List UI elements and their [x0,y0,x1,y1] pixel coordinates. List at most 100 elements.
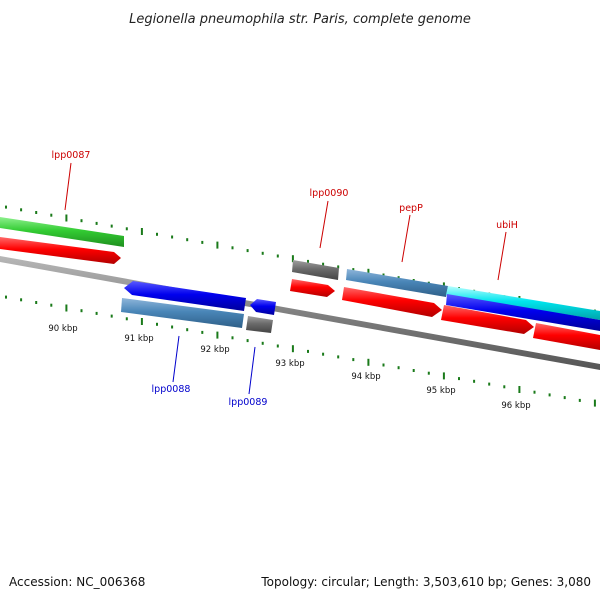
forward-cds-row [0,237,600,350]
gene-lpp0089-feature[interactable] [246,316,273,333]
map-title: Legionella pneumophila str. Paris, compl… [129,12,471,27]
inner-minor-tick [80,309,83,313]
gene-lpp0089-blue-feature[interactable] [250,299,276,315]
cds-green-left [0,217,124,247]
outer-minor-tick [186,238,189,242]
outer-minor-tick [261,251,264,255]
outer-minor-tick [201,240,204,244]
outer-minor-tick [382,273,385,277]
topology-summary-text: Topology: circular; Length: 3,503,610 bp… [260,575,591,589]
leader-lpp0087 [64,162,72,211]
inner-minor-tick [412,369,415,372]
gene-ubiH-cyan-feature[interactable] [446,286,600,320]
inner-minor-tick [352,358,355,362]
inner-minor-tick [337,355,340,359]
scale-labels: 90 kbp 91 kbp 92 kbp 93 kbp 94 kbp 95 kb… [48,324,530,411]
cds-red-2 [290,279,335,297]
outer-minor-tick [80,219,83,223]
inner-minor-tick [50,303,53,307]
cds-red-3 [342,287,442,317]
outer-minor-tick [110,224,113,228]
inner-minor-tick [322,352,325,356]
outer-minor-tick [171,235,174,239]
inner-minor-tick [171,325,174,329]
scale-label-90: 90 kbp [48,324,77,334]
forward-outer-row [0,217,600,331]
inner-minor-tick [307,349,309,353]
outer-minor-tick [322,262,325,266]
outer-major-tick [291,255,294,263]
scale-label-94: 94 kbp [351,372,380,382]
inner-tick-ring [5,295,596,407]
inner-major-tick [593,399,596,407]
inner-major-tick [65,304,68,312]
reverse-cds-row [121,281,276,333]
inner-major-tick [140,318,143,325]
scale-label-96: 96 kbp [501,401,530,411]
gene-label-lpp0087[interactable]: lpp0087 [52,150,91,161]
inner-minor-tick [427,371,430,375]
gene-label-pepP[interactable]: pepP [399,203,423,214]
inner-minor-tick [458,377,460,381]
outer-minor-tick [35,211,38,214]
scale-label-95: 95 kbp [426,386,455,396]
inner-minor-tick [578,398,581,402]
inner-minor-tick [276,344,279,348]
inner-minor-tick [186,328,189,332]
inner-minor-tick [488,382,491,386]
outer-minor-tick [307,259,309,263]
leader-ubiH [497,231,507,281]
outer-minor-tick [276,254,279,258]
gene-label-ubiH[interactable]: ubiH [496,220,518,231]
scale-label-92: 92 kbp [200,345,229,355]
scale-label-91: 91 kbp [124,334,153,344]
inner-minor-tick [35,301,38,304]
gene-pepP-feature[interactable] [346,269,448,297]
inner-minor-tick [397,366,400,370]
outer-minor-tick [231,246,234,250]
gene-label-lpp0089[interactable]: lpp0089 [229,397,268,408]
gene-lpp0088-steel-feature[interactable] [121,298,244,328]
inner-minor-tick [156,322,158,326]
leader-pepP [401,214,411,263]
inner-minor-tick [533,390,536,394]
outer-minor-tick [352,268,355,272]
inner-minor-tick [231,336,234,340]
outer-minor-tick [50,213,53,217]
scale-label-93: 93 kbp [275,359,304,369]
inner-minor-tick [125,317,128,321]
outer-minor-tick [156,232,158,236]
gene-lpp0088-feature[interactable] [124,281,246,311]
inner-minor-tick [382,363,385,367]
gene-label-lpp0088[interactable]: lpp0088 [152,384,191,395]
gene-ubiH-blue-feature[interactable] [446,294,600,331]
outer-major-tick [140,228,143,235]
inner-major-tick [442,372,445,380]
outer-minor-tick [337,265,340,269]
inner-major-tick [291,345,294,353]
inner-minor-tick [110,314,113,318]
inner-minor-tick [95,311,98,315]
cds-red-5 [533,323,600,350]
inner-major-tick [367,358,370,366]
gene-labels: lpp0087 lpp0090 pepP ubiH lpp0088 lpp008… [52,150,518,408]
outer-minor-tick [95,221,98,225]
inner-minor-tick [246,339,249,343]
inner-minor-tick [503,385,506,389]
leader-lpp0089 [248,346,256,395]
inner-minor-tick [5,295,7,299]
gene-lpp0090-feature[interactable] [292,260,339,280]
inner-major-tick [518,386,521,393]
inner-minor-tick [201,330,204,334]
outer-minor-tick [125,227,128,231]
leader-lpp0090 [319,200,329,249]
accession-text: Accession: NC_006368 [9,575,145,589]
outer-major-tick [65,214,68,222]
gene-label-lpp0090[interactable]: lpp0090 [310,188,349,199]
cds-red-4 [441,305,534,334]
cds-red-1 [0,237,121,264]
inner-major-tick [216,331,219,339]
outer-major-tick [367,268,370,276]
inner-minor-tick [20,298,23,302]
